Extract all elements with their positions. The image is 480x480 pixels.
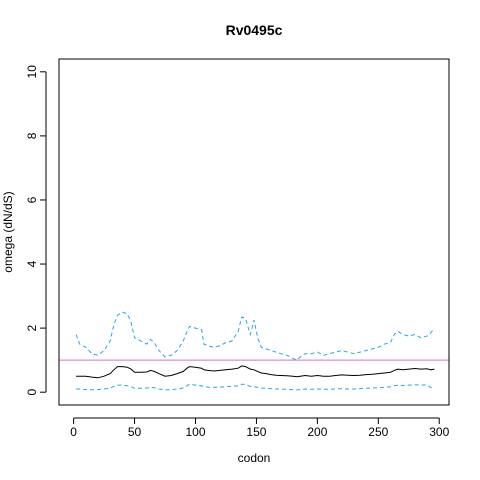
dashed-bound-line-0 [75,311,435,361]
x-tick-label: 200 [307,425,327,439]
plot-frame [58,58,450,406]
y-tick-label: 6 [25,196,39,203]
omega-line-1 [76,365,435,379]
x-tick-label: 50 [128,425,142,439]
y-axis-label: omega (dN/dS) [1,191,15,272]
x-tick-label: 0 [70,425,77,439]
y-tick-label: 2 [25,324,39,331]
y-tick-label: 8 [25,132,39,139]
y-tick-label: 0 [25,389,39,396]
y-tick-label: 4 [25,260,39,267]
x-tick-label: 150 [246,425,266,439]
x-axis-label: codon [238,451,271,465]
axes-layer: 0 50 100 150 200 250 300 0 2 4 6 8 10 [25,65,450,439]
x-tick-label: 300 [429,425,449,439]
series-layer [59,311,449,391]
y-tick-label: 10 [25,65,39,79]
x-tick-label: 250 [368,425,388,439]
x-tick-label: 100 [185,425,205,439]
chart-title: Rv0495c [226,22,283,38]
dashed-bound-line-2 [76,383,435,391]
